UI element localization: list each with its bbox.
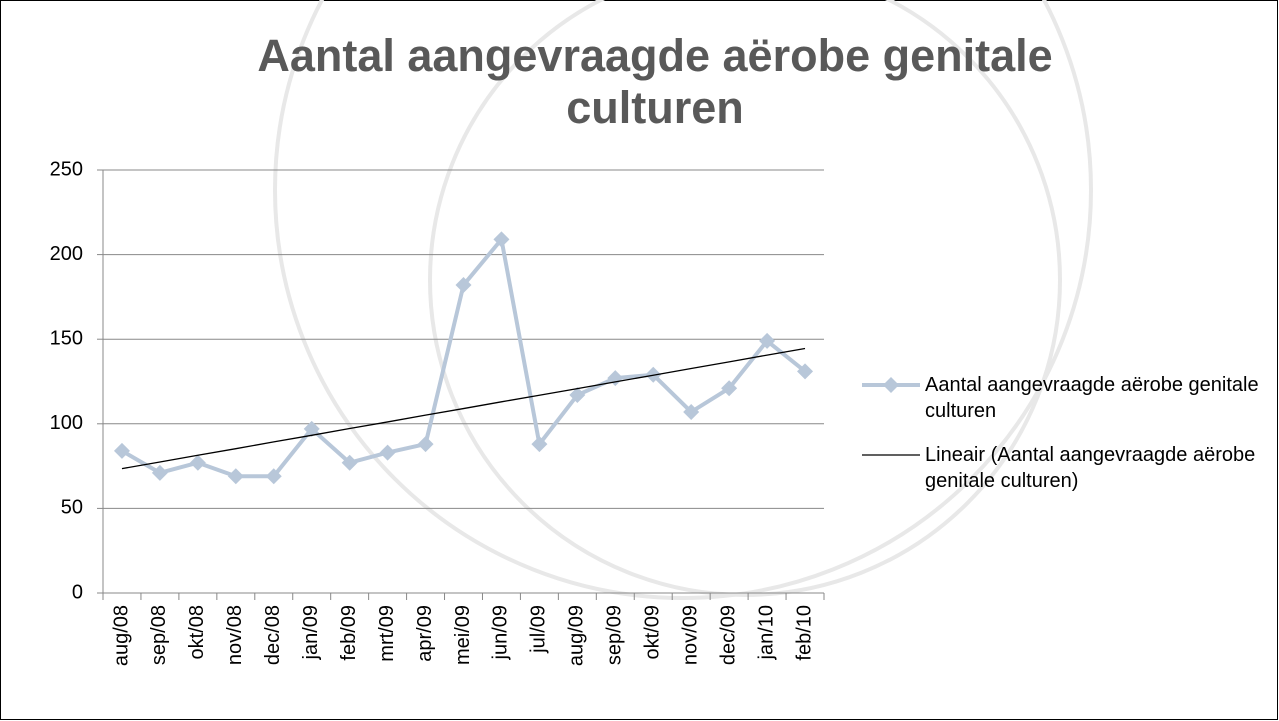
watermark-circle <box>428 0 1062 597</box>
point-marker <box>797 363 814 380</box>
x-tick-label: jan/09 <box>300 605 322 661</box>
point-marker <box>417 436 434 453</box>
chart-title: Aantal aangevraagde aërobe genitale cult… <box>257 30 1053 133</box>
point-marker <box>493 231 510 248</box>
point-marker <box>455 277 472 294</box>
point-marker <box>151 464 168 481</box>
x-tick-label: aug/09 <box>566 605 588 666</box>
x-tick-label: feb/10 <box>793 605 815 661</box>
x-tick-label: apr/09 <box>414 605 436 662</box>
trend-line <box>121 347 806 470</box>
x-tick-label: okt/08 <box>186 605 208 659</box>
x-tick-label: nov/09 <box>679 605 701 665</box>
y-tick-label: 100 <box>50 412 83 434</box>
x-tick-label: aug/08 <box>110 605 132 666</box>
point-marker <box>265 468 282 485</box>
x-tick-label: feb/09 <box>338 605 360 661</box>
point-marker <box>189 454 206 471</box>
x-tick-label: dec/08 <box>262 605 284 665</box>
point-marker <box>531 436 548 453</box>
x-tick-label: jan/10 <box>755 605 777 661</box>
x-tick-label: mrt/09 <box>376 605 398 662</box>
y-tick-label: 50 <box>61 497 83 519</box>
legend-label: Lineair (Aantal aangevraagde aërobe geni… <box>925 444 1256 492</box>
x-tick-label: okt/09 <box>642 605 664 659</box>
legend-label: Aantal aangevraagde aërobe genitale cult… <box>925 374 1259 422</box>
x-tick-label: sep/08 <box>148 605 170 665</box>
legend-marker <box>883 377 899 393</box>
y-tick-label: 0 <box>72 581 83 603</box>
x-tick-label: nov/08 <box>224 605 246 665</box>
point-marker <box>379 444 396 461</box>
x-tick-label: dec/09 <box>717 605 739 665</box>
x-tick-label: mei/09 <box>452 605 474 665</box>
y-tick-label: 200 <box>50 243 83 265</box>
point-marker <box>683 403 700 420</box>
point-marker <box>227 468 244 485</box>
x-tick-label: jun/09 <box>490 605 512 661</box>
point-marker <box>569 387 586 404</box>
point-marker <box>721 380 738 397</box>
x-tick-label: jul/09 <box>528 605 550 654</box>
x-tick-label: sep/09 <box>604 605 626 665</box>
point-marker <box>303 420 320 437</box>
y-tick-label: 250 <box>50 158 83 180</box>
watermark-circle <box>273 0 1093 600</box>
y-tick-label: 150 <box>50 327 83 349</box>
point-marker <box>759 332 776 349</box>
point-marker <box>113 442 130 459</box>
point-marker <box>341 454 358 471</box>
